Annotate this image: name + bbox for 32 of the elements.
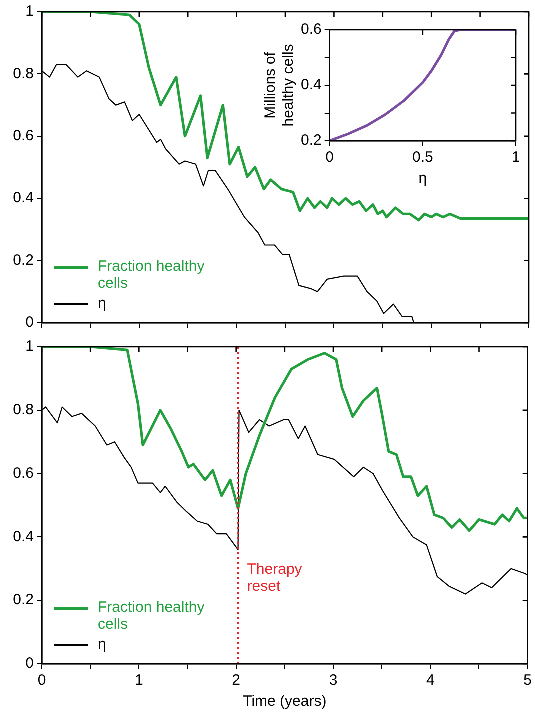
x-tick-label: 4 xyxy=(426,672,435,690)
x-axis-title: Time (years) xyxy=(243,693,327,710)
x-tick-label: 3 xyxy=(329,672,338,690)
y-tick-label: 0.6 xyxy=(13,464,34,482)
y-tick-label: 1 xyxy=(26,3,34,20)
y-axis-title: Millions of healthy cells xyxy=(262,44,298,127)
x-tick-label: 1 xyxy=(512,149,520,166)
legend-label: Fraction healthy cells xyxy=(98,258,206,292)
x-tick-label: 0 xyxy=(326,149,334,166)
x-tick-label: 0.5 xyxy=(412,149,434,166)
y-tick-label: 0.2 xyxy=(300,132,322,150)
legend-label: Fraction healthy cells xyxy=(98,599,206,633)
y-tick-label: 0.4 xyxy=(300,76,322,94)
legend-label: η xyxy=(98,295,106,312)
ref-line-label: Therapy reset xyxy=(247,561,303,596)
y-tick-label: 0.6 xyxy=(13,128,34,145)
x-tick-label: 0 xyxy=(38,672,46,690)
y-tick-label: 0.4 xyxy=(13,528,34,546)
y-tick-label: 0.4 xyxy=(13,190,34,207)
y-tick-label: 0 xyxy=(26,314,34,332)
x-tick-label: 1 xyxy=(134,672,144,690)
x-axis-title: η xyxy=(418,170,428,188)
y-tick-label: 1 xyxy=(26,338,34,356)
y-tick-label: 0.8 xyxy=(13,65,34,82)
x-tick-label: 5 xyxy=(524,672,532,690)
y-tick-label: 0.2 xyxy=(13,592,34,609)
y-tick-label: 0 xyxy=(26,655,34,672)
y-tick-label: 0.6 xyxy=(300,21,322,38)
y-tick-label: 0.2 xyxy=(13,252,34,269)
y-tick-label: 0.8 xyxy=(13,402,34,419)
legend-label: η xyxy=(98,636,106,653)
x-tick-label: 2 xyxy=(232,672,241,690)
